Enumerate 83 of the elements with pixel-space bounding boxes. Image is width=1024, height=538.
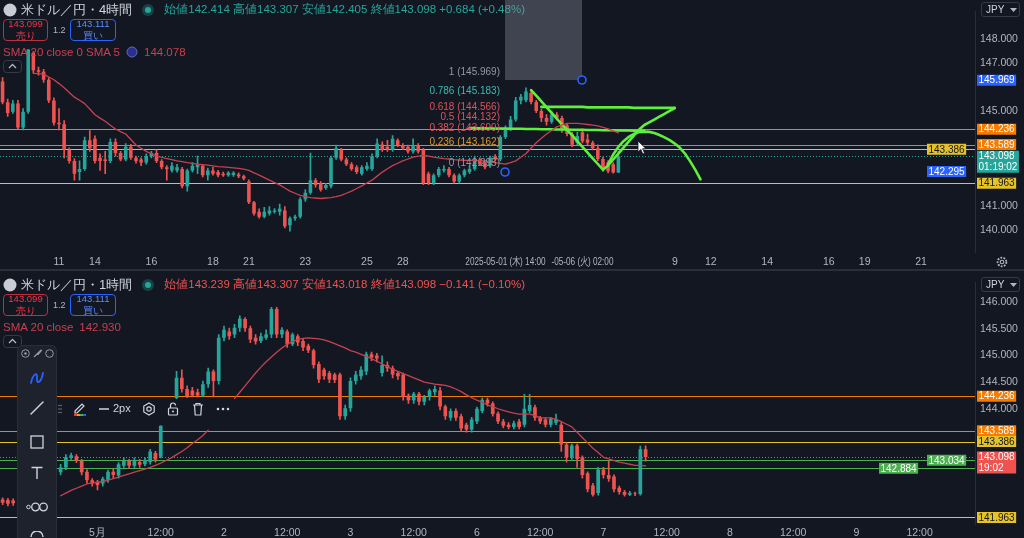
x-tick-label: 11 — [53, 254, 65, 267]
text: 143.386 — [978, 435, 1016, 447]
x-tick-label: 12:00 — [527, 525, 554, 538]
text: 145.969 — [978, 74, 1016, 86]
annotation: 143.099 — [8, 17, 43, 29]
text: 144.236 — [978, 390, 1016, 402]
x-tick-label: 12:00 — [400, 525, 428, 538]
x-tick-label: 21 — [915, 254, 928, 267]
annotation: 143.111 — [76, 292, 110, 304]
buy-button: 143.111 買い — [70, 19, 116, 41]
annotation: 142.884 — [880, 462, 918, 474]
ref-line-label: 143.589 — [978, 138, 1016, 150]
annotation: 142.930 — [79, 321, 121, 333]
dropdown-button: JPY — [981, 277, 1020, 292]
x-tick-label: 18 — [207, 254, 219, 267]
x-tick-label: 16 — [145, 254, 158, 267]
x-tick-label: 12:00 — [274, 525, 301, 538]
annotation: 2px — [113, 402, 131, 414]
x-tick-label: 21 — [243, 254, 255, 267]
annotation: 0.786 (145.183) — [429, 85, 500, 97]
y-tick-label: 145.500 — [980, 321, 1019, 334]
annotation: 0.5 (144.132) — [440, 111, 500, 123]
x-tick-label: 12:00 — [147, 525, 175, 538]
x-tick-label: 9 — [671, 254, 678, 267]
annotation: 0.618 (144.566) — [429, 100, 500, 112]
sell-button: 143.099 売り — [3, 294, 48, 316]
x-tick-label: 16 — [822, 254, 835, 267]
x-tick-label: 7 — [600, 525, 607, 538]
annotation: 買い — [83, 303, 103, 318]
y-tick-label: 144.000 — [980, 401, 1019, 414]
x-tick-label: 9 — [853, 525, 860, 538]
annotation: 143.034 — [928, 454, 966, 466]
x-tick-label: 25 — [361, 254, 373, 267]
y-tick-label: 145.000 — [980, 103, 1019, 116]
text: 143.098 19:02 — [978, 451, 1016, 474]
x-tick-label: 12:00 — [653, 525, 680, 538]
text: SMA 20 close — [3, 321, 74, 333]
y-tick-label: 146.000 — [980, 294, 1019, 307]
x-tick-label: 14 — [761, 254, 774, 267]
text: 143.589 — [978, 424, 1016, 436]
x-tick-label: 6 — [474, 525, 481, 538]
annotation: 142.295 — [928, 165, 966, 177]
annotation: 1.2 — [53, 25, 66, 35]
x-tick-label: 3 — [347, 525, 354, 538]
x-tick-label: 8 — [727, 525, 734, 538]
x-tick-label: 14 — [89, 254, 101, 267]
annotation: 売り — [15, 303, 36, 318]
y-tick-label: 144.500 — [980, 374, 1019, 387]
ref-line-label: 141.963 — [978, 177, 1016, 189]
ref-line-label: 143.098 01:19:02 — [978, 150, 1018, 173]
y-tick-label: 145.000 — [980, 348, 1019, 361]
chart-title: 米ドル／円・4時間 — [21, 0, 133, 19]
annotation: 売り — [15, 28, 36, 43]
annotation: 144.078 — [143, 46, 186, 58]
x-tick-label: 2025-05-01 (木) 14:00 — [465, 254, 546, 268]
ref-line-label: 143.386 — [928, 143, 966, 155]
chart-subtitle: 始値142.414 高値143.307 安値142.405 終値143.098 +0.684 (+0.48%) — [164, 2, 525, 17]
annotation: 1 (145.969) — [448, 65, 500, 77]
y-tick-label: 140.000 — [980, 222, 1019, 235]
x-tick-label: 12:00 — [906, 525, 933, 538]
y-tick-label: 147.000 — [980, 56, 1019, 69]
text: 141.963 — [978, 511, 1016, 523]
floating-toolbar: 2px — [57, 399, 235, 420]
x-tick-label: 28 — [396, 254, 409, 267]
annotation: 買い — [83, 28, 103, 43]
buy-button: 143.111 買い — [70, 294, 116, 316]
x-tick-label: 19 — [858, 254, 871, 267]
y-tick-label: 148.000 — [980, 32, 1019, 45]
x-tick-label: -05-06 (火) 02:00 — [551, 254, 614, 268]
x-tick-label: 12:00 — [780, 525, 807, 538]
chart-subtitle: 始値143.239 高値143.307 安値143.018 終値143.098 −0.141 (−0.10%) — [164, 277, 525, 292]
y-tick-label: 141.000 — [980, 198, 1019, 211]
chart-title: 米ドル／円・1時間 — [21, 275, 133, 294]
x-tick-label: 5月 — [89, 525, 106, 538]
annotation: 143.099 — [8, 292, 43, 304]
dropdown-button: JPY — [981, 2, 1020, 17]
sell-button: 143.099 売り — [3, 19, 48, 41]
annotation: 143.111 — [76, 17, 110, 29]
x-tick-label: 2 — [221, 525, 228, 538]
x-tick-label: 12 — [704, 254, 717, 267]
annotation: 1.2 — [53, 300, 66, 310]
ref-line-label: 144.236 — [978, 123, 1016, 135]
x-tick-label: 23 — [299, 254, 312, 267]
